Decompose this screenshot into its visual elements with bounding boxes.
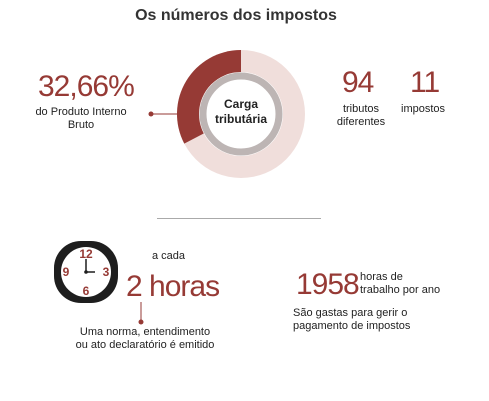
hours-caption-line1: São gastas para gerir o [293, 307, 408, 319]
pib-leader-dot [148, 111, 154, 117]
clock-number-12: 12 [79, 247, 93, 261]
clock-icon: 12 3 6 9 [54, 241, 118, 303]
hours-suffix-line1: horas de [360, 271, 403, 283]
hours-suffix: horas de trabalho por ano [360, 271, 440, 297]
tributos-caption-line2: diferentes [336, 116, 386, 128]
inner-grey-ring [199, 72, 283, 156]
tributos-caption: tributos diferentes [328, 103, 394, 129]
ring-gap [199, 72, 283, 156]
clock-number-3: 3 [103, 265, 110, 279]
pib-caption-line1: do Produto Interno [35, 106, 127, 118]
tax-burden-donut-chart: Carga tributária [148, 50, 305, 178]
frequency-leader [138, 302, 144, 325]
frequency-value: 2 horas [126, 270, 220, 303]
clock-number-9: 9 [63, 265, 70, 279]
pib-caption: do Produto Interno Bruto [26, 106, 136, 132]
donut-center-label-line1: Carga [224, 97, 258, 111]
tributos-caption-line1: tributos [342, 103, 380, 115]
page-title: Os números dos impostos [135, 7, 337, 24]
section-divider [157, 218, 321, 219]
frequency-caption: Uma norma, entendimento ou ato declarató… [60, 326, 230, 352]
clock-number-6: 6 [83, 284, 90, 298]
frequency-caption-line1: Uma norma, entendimento [79, 326, 211, 338]
hours-value: 1958 [296, 268, 360, 301]
frequency-prefix: a cada [152, 250, 186, 262]
impostos-value: 11 [410, 66, 440, 99]
impostos-caption: impostos [401, 103, 446, 115]
pib-caption-line2: Bruto [67, 119, 95, 131]
hours-caption-line2: pagamento de impostos [293, 320, 411, 332]
hours-caption: São gastas para gerir o pagamento de imp… [293, 307, 410, 333]
pib-value: 32,66% [38, 70, 135, 103]
tributos-value: 94 [342, 66, 374, 99]
hours-suffix-line2: trabalho por ano [360, 284, 441, 296]
frequency-caption-line2: ou ato declaratório é emitido [75, 339, 215, 351]
donut-center-label-line2: tributária [215, 112, 267, 126]
